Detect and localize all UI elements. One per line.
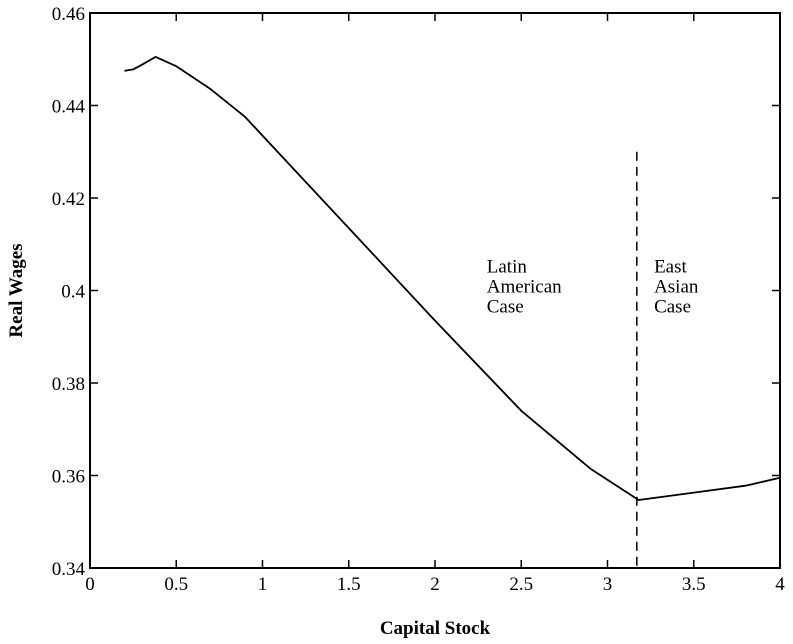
y-tick-label: 0.44 bbox=[52, 97, 86, 118]
real-wage-line bbox=[124, 56, 781, 501]
y-tick-label: 0.4 bbox=[61, 282, 85, 303]
x-tick-label: 2.5 bbox=[509, 574, 533, 595]
case-annotation: East Asian Case bbox=[654, 257, 699, 318]
y-ticks: 0.34 0.36 0.38 0.4 0.42 0.44 0.46 bbox=[52, 4, 780, 580]
x-axis-label: Capital Stock bbox=[380, 618, 491, 639]
y-tick-label: 0.42 bbox=[52, 189, 85, 210]
x-tick-label: 0 bbox=[85, 574, 95, 595]
x-tick-label: 4 bbox=[775, 574, 785, 595]
y-tick-label: 0.34 bbox=[52, 559, 86, 580]
case-annotation: Latin American Case bbox=[487, 257, 562, 318]
x-tick-label: 1 bbox=[258, 574, 268, 595]
y-tick-label: 0.36 bbox=[52, 467, 85, 488]
x-tick-label: 1.5 bbox=[337, 574, 361, 595]
plot-frame bbox=[89, 12, 781, 569]
y-tick-label: 0.46 bbox=[52, 4, 85, 25]
x-tick-label: 3.5 bbox=[682, 574, 706, 595]
annotation-layer: Latin American Case East Asian Case bbox=[487, 257, 699, 318]
x-tick-label: 0.5 bbox=[164, 574, 188, 595]
y-tick-label: 0.38 bbox=[52, 374, 85, 395]
x-tick-label: 2 bbox=[430, 574, 440, 595]
x-ticks: 0 0.5 1 1.5 2 2.5 3 3.5 4 bbox=[85, 13, 785, 595]
series-layer bbox=[124, 56, 781, 501]
x-tick-label: 3 bbox=[603, 574, 613, 595]
y-axis-label: Real Wages bbox=[6, 243, 27, 337]
